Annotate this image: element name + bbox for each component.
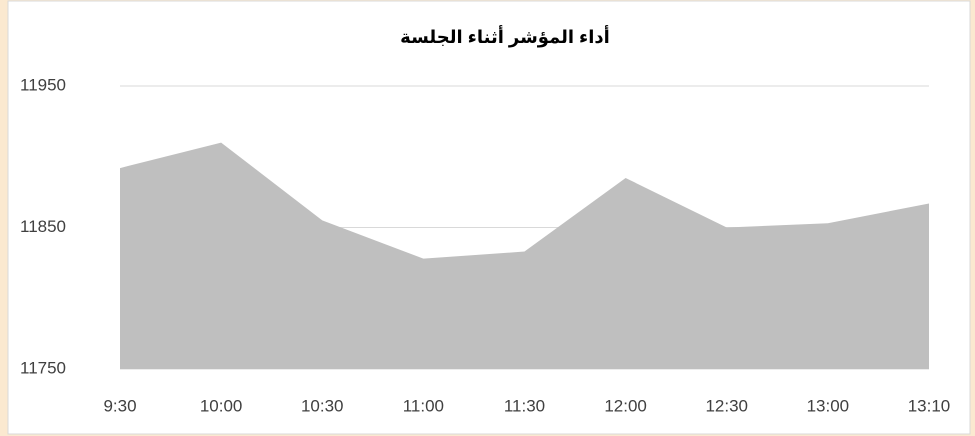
chart-title: أداء المؤشر أثناء الجلسة — [400, 25, 610, 48]
y-tick-label: 11950 — [20, 75, 66, 94]
x-tick-label: 13:10 — [908, 396, 951, 415]
x-tick-label: 12:30 — [705, 396, 748, 415]
x-tick-label: 9:30 — [103, 396, 136, 415]
x-tick-label: 11:30 — [504, 396, 545, 415]
x-tick-label: 10:00 — [200, 396, 243, 415]
x-tick-label: 10:30 — [301, 396, 344, 415]
x-tick-label: 11:00 — [403, 396, 444, 415]
x-tick-label: 13:00 — [807, 396, 850, 415]
y-tick-label: 11850 — [20, 217, 66, 236]
area — [120, 142, 929, 369]
x-tick-label: 12:00 — [604, 396, 647, 415]
y-tick-label: 11750 — [20, 358, 66, 377]
